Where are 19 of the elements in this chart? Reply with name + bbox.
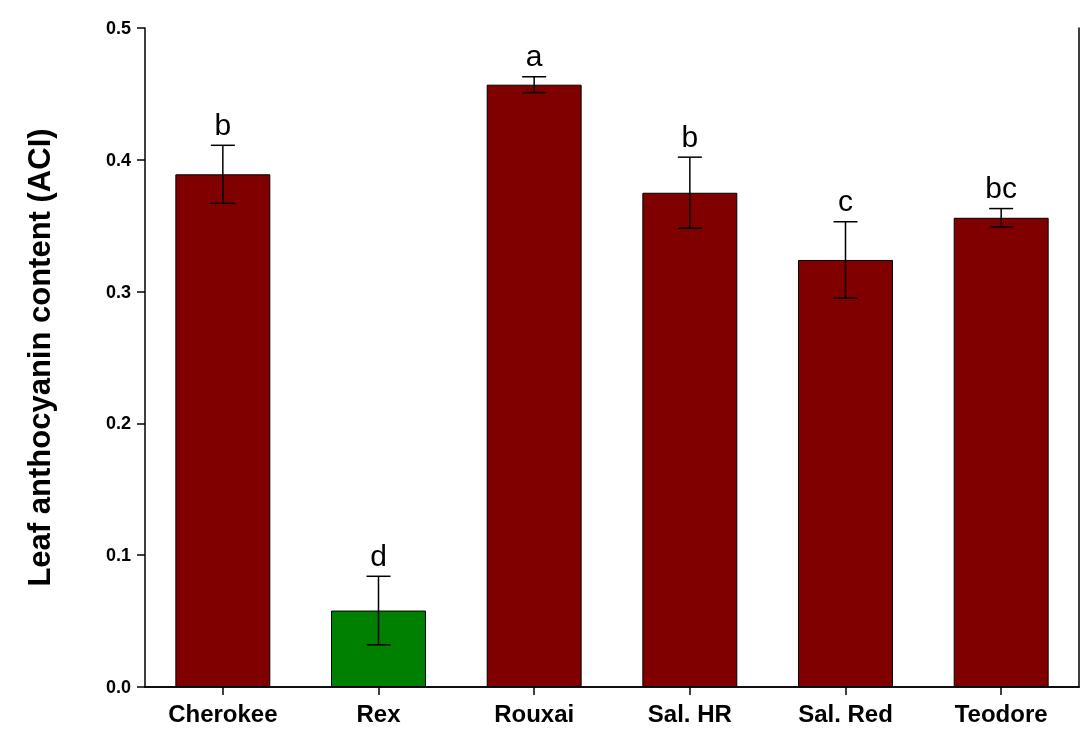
annotation: a	[525, 39, 543, 73]
x-tick-label: Sal. Red	[798, 699, 893, 727]
annotation: b	[681, 119, 699, 153]
x-tick-label: Rouxai	[494, 699, 575, 727]
annotation: c	[838, 184, 853, 218]
y-axis-title: Leaf anthocyanin content (ACI)	[22, 128, 57, 587]
y-tick-label: 0.5	[105, 18, 131, 38]
annotation: b	[214, 107, 232, 141]
y-tick-label: 0.2	[105, 413, 131, 434]
y-tick-label: 0.1	[105, 545, 131, 566]
y-tick-label: 0.3	[105, 281, 131, 302]
x-tick-label: Sal. HR	[647, 699, 732, 727]
annotation: d	[370, 538, 387, 572]
x-tick-label: Cherokee	[168, 699, 278, 727]
y-tick-label: 0.4	[105, 149, 131, 170]
annotation: bc	[985, 171, 1018, 205]
y-tick-label: 0.0	[105, 677, 131, 697]
x-tick-label: Rex	[356, 699, 402, 727]
x-tick-label: Teodore	[954, 699, 1048, 727]
